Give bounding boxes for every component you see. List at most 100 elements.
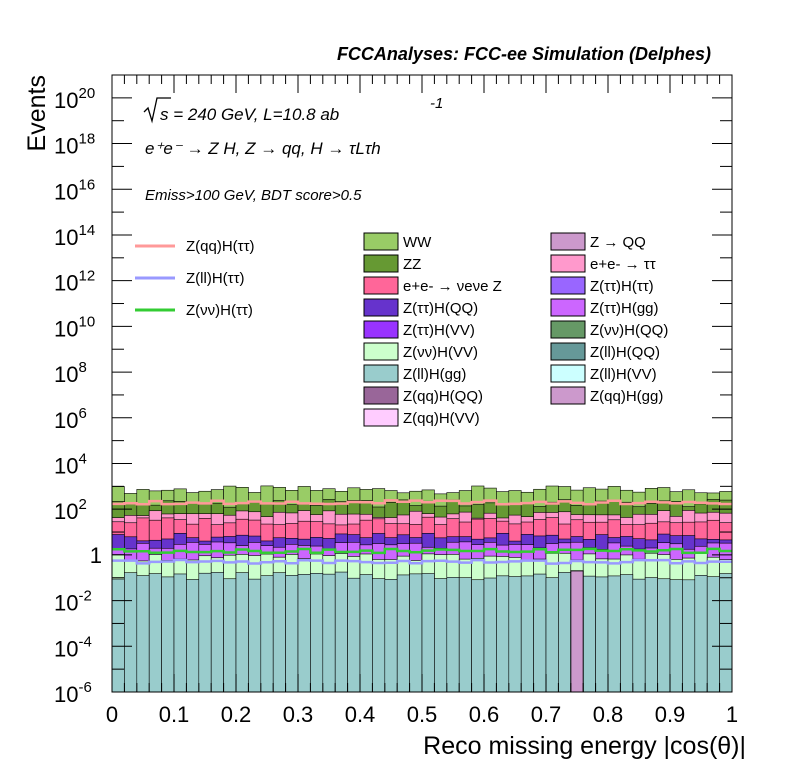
legend-backgrounds: WW ZZ e+e- → νeνe Z Z(ττ)H(QQ) Z(ττ)H(VV) Z(ν… <box>363 232 668 427</box>
x-tick-label: 0.3 <box>283 702 314 727</box>
bar-Z(ll)H(gg) <box>396 574 410 693</box>
legend-label-Z(ττ)H(gg): Z(ττ)H(gg) <box>590 300 659 317</box>
legend-label-ZZ: ZZ <box>403 256 421 273</box>
bar-Z(ll)H(gg) <box>359 574 373 693</box>
legend-label-Z(ll)H(gg): Z(ll)H(gg) <box>403 366 466 383</box>
legend-label-e+e- → νeνe Z: e+e- → νeνe Z <box>403 278 502 295</box>
x-tick-label: 0.9 <box>655 702 686 727</box>
bar-Z(ll)H(gg) <box>620 574 634 693</box>
legend-swatch-e+e- → νeνe Z <box>363 276 399 295</box>
legend-label-Z(ll)H(QQ): Z(ll)H(QQ) <box>590 344 660 361</box>
x-tick-label: 0.7 <box>531 702 562 727</box>
legend-label-Z(νν)H(VV): Z(νν)H(VV) <box>403 344 478 361</box>
legend-label-Z(qq)H(ττ): Z(qq)H(ττ) <box>186 238 255 255</box>
legend-swatch-e+e- → ττ <box>550 254 586 273</box>
legend-signals: Z(qq)H(ττ) Z(ll)H(ττ) Z(νν)H(ττ) <box>135 238 255 319</box>
legend-swatch-Z(ττ)H(ττ) <box>550 276 586 295</box>
legend-swatch-Z(νν)H(QQ) <box>550 320 586 339</box>
bar-Z(ll)H(gg) <box>520 575 534 693</box>
y-tick-label: 1010 <box>54 313 95 341</box>
bar-Z(ll)H(gg) <box>136 575 150 693</box>
y-tick-label: 106 <box>54 405 87 433</box>
bar-Z(ll)H(gg) <box>198 572 212 693</box>
legend-label-Z(ττ)H(VV): Z(ττ)H(VV) <box>403 322 475 339</box>
annotation-lumi-exp: -1 <box>430 95 443 112</box>
bar-Z(ll)H(gg) <box>372 578 386 693</box>
legend-label-WW: WW <box>403 234 432 251</box>
annotation-sqrt-s: s = 240 GeV, L=10.8 ab <box>160 105 339 124</box>
y-tick-label: 1 <box>90 543 102 568</box>
bar-Z(ll)H(gg) <box>632 578 646 693</box>
legend-swatch-Z(qq)H(gg) <box>550 386 586 405</box>
sqrt-sign <box>143 97 171 124</box>
y-tick-label: 1012 <box>54 268 95 296</box>
bar-Z(ll)H(gg) <box>682 579 696 693</box>
bar-Z(ll)H(gg) <box>347 577 361 693</box>
bar-spike <box>570 570 584 693</box>
x-tick-label: 1 <box>726 702 738 727</box>
bar-Z(ll)H(gg) <box>409 573 423 693</box>
bar-Z(ll)H(gg) <box>148 573 162 693</box>
legend-swatch-Z(ττ)H(QQ) <box>363 298 399 317</box>
y-tick-label: 1020 <box>54 85 95 113</box>
bar-Z(ll)H(gg) <box>210 572 224 693</box>
bar-Z(ll)H(gg) <box>508 576 522 693</box>
bar-Z(ll)H(gg) <box>496 575 510 693</box>
bar-Z(ll)H(gg) <box>533 573 547 693</box>
axis-ticks <box>111 74 733 693</box>
legend-swatch-Z(ll)H(VV) <box>550 364 586 383</box>
bar-Z(ll)H(gg) <box>669 579 683 693</box>
bar-Z(ll)H(gg) <box>719 573 733 693</box>
legend-label-Z(νν)H(QQ): Z(νν)H(QQ) <box>590 322 668 339</box>
signal-line-Z(ll)H(ττ) <box>112 558 732 565</box>
bar-Z(ll)H(gg) <box>483 577 497 693</box>
y-tick-label: 104 <box>54 450 87 478</box>
x-tick-label: 0.4 <box>345 702 376 727</box>
legend-swatch-Z(ττ)H(VV) <box>363 320 399 339</box>
bar-Z(ll)H(gg) <box>161 576 175 693</box>
x-axis-label: Reco missing energy |cos(θ)| <box>423 732 746 760</box>
bar-Z(ll)H(gg) <box>111 578 125 693</box>
legend-label-Z(qq)H(gg): Z(qq)H(gg) <box>590 388 663 405</box>
bar-Z(ll)H(gg) <box>235 572 249 693</box>
x-tick-label: 0.8 <box>593 702 624 727</box>
bar-Z(ll)H(gg) <box>434 578 448 693</box>
legend-label-Z(qq)H(VV): Z(qq)H(VV) <box>403 410 480 427</box>
x-tick-label: 0.1 <box>159 702 190 727</box>
bar-Z(ll)H(gg) <box>334 571 348 693</box>
bar-Z(ll)H(gg) <box>223 578 237 693</box>
bar-Z(ll)H(gg) <box>285 575 299 693</box>
legend-label-Z(ττ)H(ττ): Z(ττ)H(ττ) <box>590 278 654 295</box>
bar-Z(ll)H(gg) <box>657 578 671 693</box>
legend-label-Z → QQ: Z → QQ <box>590 234 646 251</box>
legend-swatch-WW <box>363 232 399 251</box>
legend-label-e+e- → ττ: e+e- → ττ <box>590 256 656 273</box>
y-tick-label: 1018 <box>54 131 95 159</box>
bar-Z(ll)H(gg) <box>446 577 460 693</box>
bar-Z(ll)H(gg) <box>186 579 200 693</box>
bar-Z(ll)H(gg) <box>297 574 311 693</box>
y-tick-label: 10-6 <box>54 679 92 707</box>
legend-label-Z(νν)H(ττ): Z(νν)H(ττ) <box>186 302 253 319</box>
legend-swatch-Z(νν)H(VV) <box>363 342 399 361</box>
y-tick-label: 10-2 <box>54 588 92 616</box>
stacked-bars <box>111 485 733 693</box>
bar-Z(ll)H(gg) <box>694 575 708 693</box>
y-tick-label: 1016 <box>54 176 95 204</box>
signal-line-Z(νν)H(ττ) <box>112 547 732 555</box>
legend-swatch-ZZ <box>363 254 399 273</box>
bar-Z(ll)H(gg) <box>582 575 596 693</box>
legend-label-Z(qq)H(QQ): Z(qq)H(QQ) <box>403 388 483 405</box>
legend-swatch-Z(qq)H(VV) <box>363 408 399 427</box>
x-tick-label: 0.5 <box>407 702 438 727</box>
legend-label-Z(ll)H(ττ): Z(ll)H(ττ) <box>186 270 245 287</box>
y-tick-label: 102 <box>54 496 87 524</box>
legend-swatch-Z(ll)H(QQ) <box>550 342 586 361</box>
bar-Z(ll)H(gg) <box>260 575 274 693</box>
annotation-selection: Emiss>100 GeV, BDT score>0.5 <box>145 187 362 204</box>
bar-Z(ll)H(gg) <box>124 572 138 693</box>
legend-swatch-Z(ll)H(gg) <box>363 364 399 383</box>
bar-Z(ll)H(gg) <box>595 576 609 693</box>
bar-Z(ll)H(gg) <box>384 579 398 693</box>
